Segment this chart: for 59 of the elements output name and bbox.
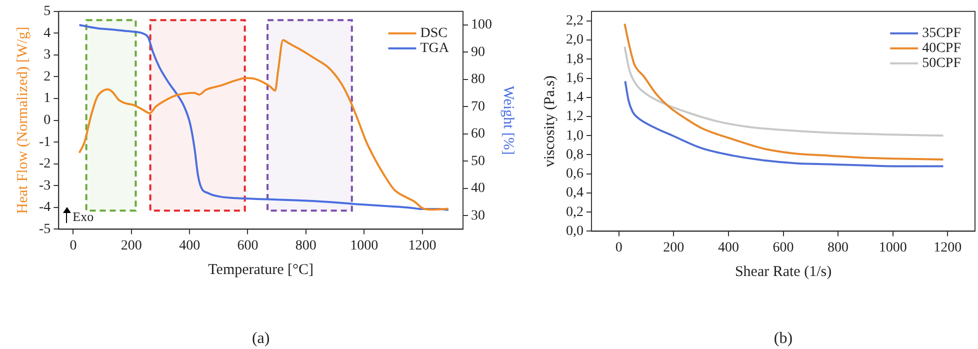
y-axis-title: viscosity (Pa.s) [542, 75, 558, 168]
y2-tick-label: 100 [471, 18, 492, 33]
x-tick-label: 1200 [408, 238, 436, 254]
legend-label: 35CPF [922, 26, 962, 42]
y2-tick-label: 80 [471, 72, 485, 88]
y2-tick-label: 50 [471, 154, 485, 169]
y2-tick-label: 60 [471, 126, 485, 142]
x-tick-label: 1000 [350, 238, 378, 254]
x-tick-label: 800 [828, 240, 849, 256]
y-tick-label: -3 [38, 178, 51, 194]
y-tick-label: 0,4 [566, 186, 584, 201]
x-tick-label: 0 [615, 240, 622, 256]
y2-tick-label: 70 [471, 99, 485, 114]
x-tick-label: 0 [70, 238, 77, 254]
x-tick-label: 200 [663, 240, 684, 256]
y-tick-label: 3 [44, 48, 51, 63]
y-tick-label: 2 [44, 69, 51, 84]
y2-axis-title: Weight [%] [500, 86, 516, 155]
y-axis-title: Heat Flow (Normalized) [W/g] [14, 26, 31, 214]
y-tick-label: 0,0 [566, 224, 584, 239]
y-tick-label: 1,6 [566, 70, 584, 86]
y-tick-label: 1 [44, 91, 51, 106]
annotation: Exo [72, 209, 94, 224]
y-tick-label: 2,0 [566, 32, 584, 48]
y-tick-label: 4 [44, 26, 51, 41]
x-tick-label: 600 [772, 240, 794, 256]
y-tick-label: 0 [44, 112, 51, 128]
y2-tick-label: 30 [471, 208, 485, 224]
legend-label: DSC [420, 26, 448, 42]
x-tick-label: 600 [237, 238, 258, 254]
y-tick-label: 1,4 [566, 90, 584, 106]
y-tick-label: 2,2 [566, 14, 584, 29]
x-tick-label: 1200 [934, 240, 962, 256]
y-tick-label: 0,2 [566, 204, 584, 220]
y-tick-label: -1 [38, 134, 51, 150]
legend-label: 40CPF [922, 41, 962, 56]
x-axis-title: Temperature [°C] [208, 262, 314, 278]
x-tick-label: 1000 [878, 240, 907, 256]
legend-label: TGA [420, 41, 450, 56]
text: (a) [252, 330, 270, 347]
y-tick-label: -4 [38, 200, 51, 216]
y-tick-label: 1,2 [566, 109, 584, 124]
y-tick-label: 1,8 [566, 52, 584, 67]
legend-label: 50CPF [922, 56, 962, 72]
y-tick-label: 1,0 [566, 128, 584, 144]
line-series [624, 80, 944, 168]
text: (b) [774, 330, 793, 347]
y-tick-label: 0,8 [566, 147, 584, 162]
y-tick-label: -5 [38, 222, 51, 237]
y2-tick-label: 90 [471, 44, 485, 60]
x-axis-title: Shear Rate (1/s) [734, 264, 832, 280]
x-tick-label: 400 [179, 238, 200, 254]
x-tick-label: 200 [120, 238, 142, 254]
y-tick-label: 5 [44, 4, 51, 20]
y2-tick-label: 40 [471, 181, 485, 196]
y-tick-label: -2 [38, 156, 51, 172]
x-tick-label: 800 [295, 238, 316, 254]
x-tick-label: 400 [718, 240, 739, 256]
y-tick-label: 0,6 [566, 166, 584, 182]
